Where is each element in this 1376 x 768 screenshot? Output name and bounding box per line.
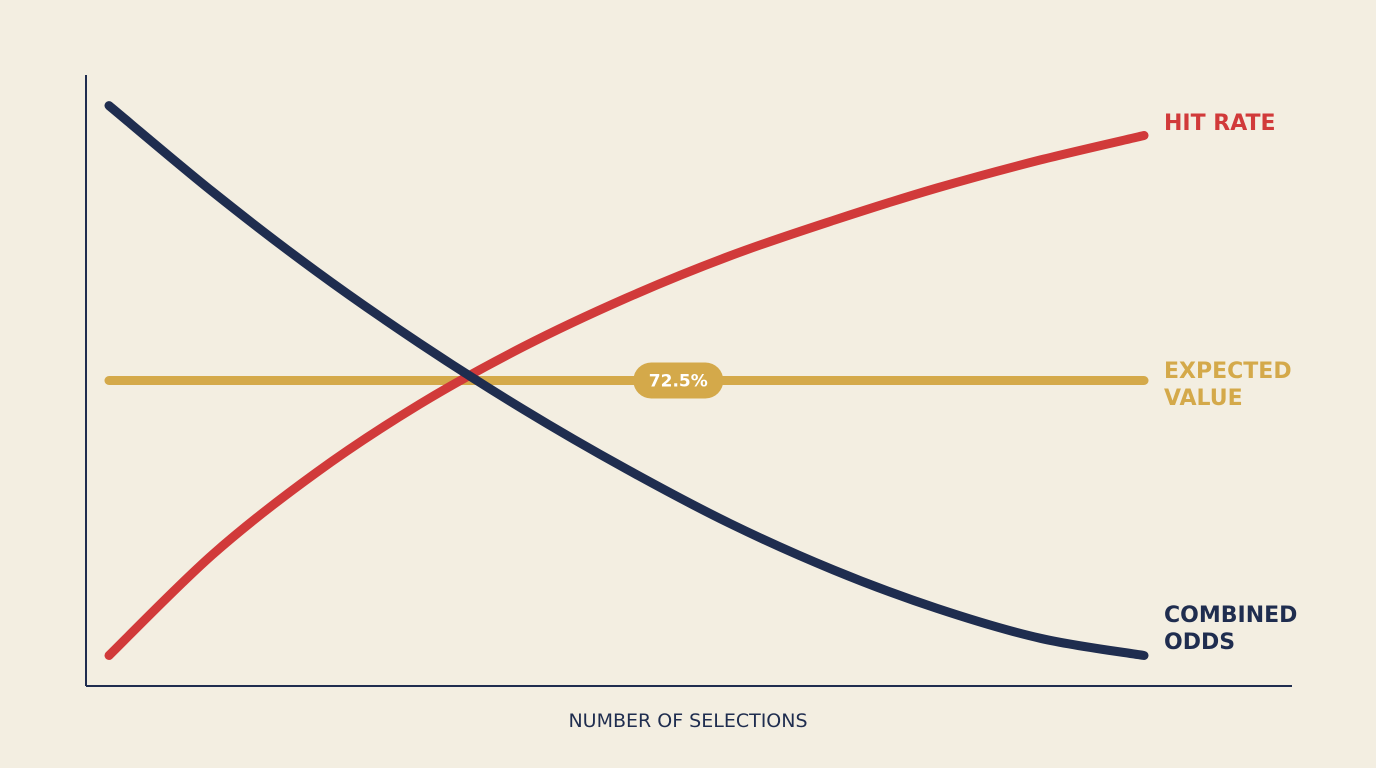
series-label-line: VALUE bbox=[1164, 386, 1243, 411]
series-label-combined-odds: COMBINED ODDS bbox=[1164, 603, 1297, 655]
series-label-line: EXPECTED bbox=[1164, 359, 1292, 384]
value-badge bbox=[633, 362, 724, 399]
series-line-combined-odds bbox=[104, 101, 1149, 660]
series-label-expected-value: EXPECTED VALUE bbox=[1164, 359, 1292, 411]
series-layer bbox=[104, 101, 1149, 660]
series-line-hit-rate bbox=[104, 131, 1149, 660]
x-axis-label: NUMBER OF SELECTIONS bbox=[568, 710, 807, 732]
annotation-layer: 72.5% bbox=[633, 362, 724, 399]
value-badge-label: 72.5% bbox=[649, 372, 708, 392]
series-label-hit-rate: HIT RATE bbox=[1164, 111, 1276, 136]
series-label-line: COMBINED bbox=[1164, 603, 1297, 628]
series-label-line: ODDS bbox=[1164, 630, 1235, 655]
